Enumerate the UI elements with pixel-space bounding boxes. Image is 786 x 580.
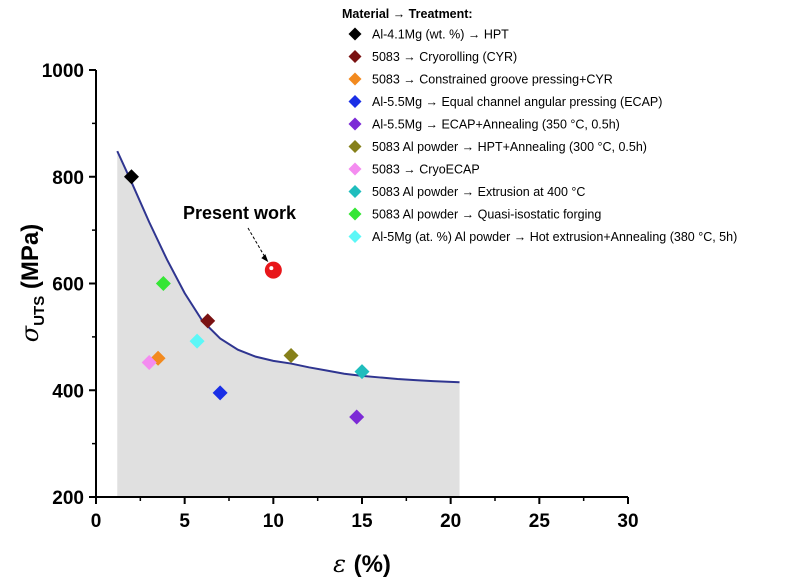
data-point-series-9 <box>155 276 171 291</box>
x-tick-label-0: 0 <box>91 511 102 532</box>
present-work-arrowhead <box>261 254 269 263</box>
present-work-point <box>264 261 282 279</box>
legend-entry-3: 5083 → Constrained groove pressing+CYR <box>372 73 613 87</box>
legend-entry-9: 5083 Al powder → Quasi-isostatic forging <box>372 208 601 222</box>
data-point-series-2 <box>200 313 216 329</box>
legend-marker-5 <box>348 117 362 131</box>
data-point-series-6 <box>283 348 299 364</box>
shaded-region <box>117 151 460 497</box>
legend-entry-4: Al-5.5Mg → Equal channel angular pressin… <box>372 95 662 109</box>
y-tick-label-1000: 1000 <box>42 61 84 82</box>
legend-entry-10: Al-5Mg (at. %) Al powder → Hot extrusion… <box>372 230 737 244</box>
y-tick-label-600: 600 <box>52 275 84 296</box>
x-tick-label-20: 20 <box>440 511 461 532</box>
x-tick-label-10: 10 <box>263 511 284 532</box>
y-tick-label-800: 800 <box>52 168 84 189</box>
legend-entry-6: 5083 Al powder → HPT+Annealing (300 °C, … <box>372 140 647 154</box>
x-axis-title: ε (%) <box>333 550 391 578</box>
legend-marker-9 <box>348 207 362 221</box>
legend-marker-1 <box>348 27 362 41</box>
legend-entry-2: 5083 → Cryorolling (CYR) <box>372 50 517 64</box>
legend-marker-2 <box>348 50 362 63</box>
legend-marker-10 <box>348 230 362 243</box>
legend-entry-1: Al-4.1Mg (wt. %) → HPT <box>372 28 509 42</box>
data-point-series-8 <box>354 364 370 380</box>
x-tick-label-15: 15 <box>351 511 373 532</box>
present-work-highlight <box>269 266 274 271</box>
legend-marker-6 <box>348 140 362 153</box>
legend-entry-8: 5083 Al powder → Extrusion at 400 °C <box>372 185 585 199</box>
x-tick-label-30: 30 <box>617 511 638 532</box>
legend-marker-8 <box>348 185 362 198</box>
data-point-series-5 <box>349 409 365 425</box>
legend-entry-7: 5083 → CryoECAP <box>372 163 480 177</box>
x-tick-label-25: 25 <box>529 511 551 532</box>
data-point-series-1 <box>123 169 139 185</box>
y-tick-label-400: 400 <box>52 381 84 402</box>
legend-marker-7 <box>348 162 362 176</box>
legend-title: Material → Treatment: <box>342 7 473 21</box>
y-tick-label-200: 200 <box>52 488 84 509</box>
data-point-series-10 <box>189 333 205 349</box>
y-axis-title: σUTS (MPa) <box>16 224 48 342</box>
data-point-series-7 <box>141 354 157 370</box>
x-tick-label-5: 5 <box>179 511 190 532</box>
trend-curve <box>116 150 460 384</box>
legend-marker-3 <box>348 72 362 86</box>
present-work-label: Present work <box>183 203 297 223</box>
legend-entry-5: Al-5.5Mg → ECAP+Annealing (350 °C, 0.5h) <box>372 118 620 132</box>
data-point-series-4 <box>212 385 228 401</box>
legend-marker-4 <box>348 95 362 108</box>
